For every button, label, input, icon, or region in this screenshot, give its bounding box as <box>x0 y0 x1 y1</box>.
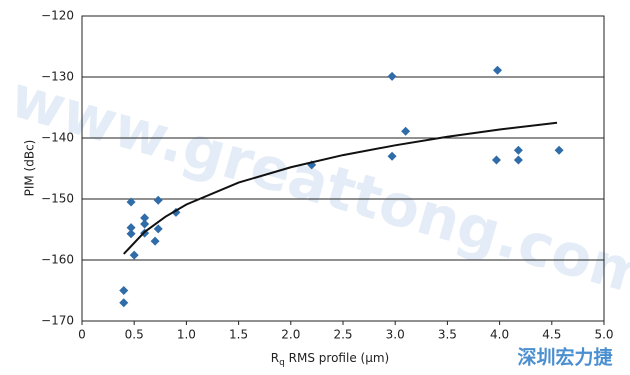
y-tick-label: −160 <box>41 253 74 267</box>
y-tick-label: −120 <box>41 9 74 23</box>
data-point <box>126 223 136 233</box>
x-tick-label: 2.5 <box>333 328 352 342</box>
x-tick-label: 0 <box>78 328 86 342</box>
y-tick-label: −130 <box>41 70 74 84</box>
x-tick-label: 2.0 <box>281 328 300 342</box>
x-tick-label: 0.5 <box>125 328 144 342</box>
data-point <box>126 229 136 239</box>
data-point <box>153 195 163 205</box>
logo-text: 深圳宏力捷 <box>517 346 613 369</box>
x-tick-label: 5.0 <box>594 328 613 342</box>
y-tick-label: −150 <box>41 192 74 206</box>
data-point <box>401 126 411 136</box>
y-tick-label: −140 <box>41 131 74 145</box>
data-point <box>153 224 163 234</box>
data-point <box>129 250 139 260</box>
x-tick-label: 1.5 <box>229 328 248 342</box>
x-tick-label: 3.0 <box>386 328 405 342</box>
data-point <box>119 298 129 308</box>
trend-line <box>123 121 558 255</box>
data-point <box>493 65 503 75</box>
watermark: www.greattong.com <box>3 62 630 310</box>
data-point <box>387 71 397 81</box>
data-point <box>140 219 150 229</box>
data-point <box>140 213 150 223</box>
x-tick-label: 4.5 <box>542 328 561 342</box>
y-tick-label: −170 <box>41 314 74 328</box>
x-axis-label: Rq RMS profile (µm) <box>271 351 389 368</box>
data-point <box>119 286 129 295</box>
x-tick-label: 3.5 <box>438 328 457 342</box>
y-axis-label: PIM (dBc) <box>23 140 37 197</box>
x-label-sub: q <box>279 358 285 368</box>
x-tick-label: 1.0 <box>177 328 196 342</box>
data-point <box>513 145 523 155</box>
x-tick-label: 4.0 <box>490 328 509 342</box>
data-point <box>554 145 564 155</box>
x-label-part: R <box>271 351 279 365</box>
data-point <box>387 151 397 161</box>
data-point <box>491 155 501 165</box>
data-point <box>126 197 136 207</box>
x-label-part: RMS profile (µm) <box>285 351 389 365</box>
data-point <box>513 155 523 165</box>
data-point <box>150 236 160 246</box>
